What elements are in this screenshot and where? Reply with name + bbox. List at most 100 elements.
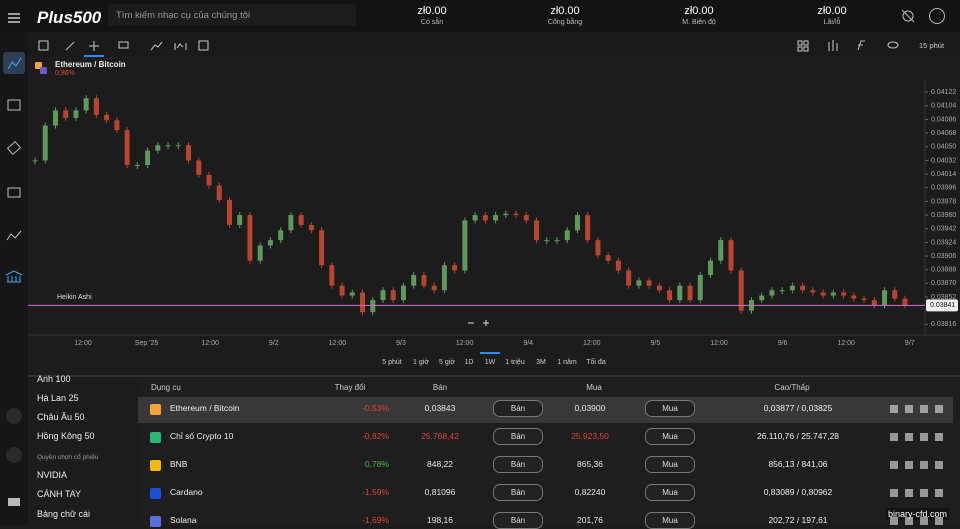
row-name[interactable]: Ethereum / Bitcoin bbox=[170, 403, 240, 413]
sell-button[interactable]: Bán bbox=[493, 484, 543, 501]
row-actions[interactable] bbox=[890, 517, 946, 525]
candle-body bbox=[544, 240, 550, 242]
row-name[interactable]: BNB bbox=[170, 459, 188, 469]
row-actions[interactable] bbox=[890, 405, 946, 413]
candle-body bbox=[400, 285, 406, 301]
timeframe[interactable]: 1D bbox=[464, 359, 474, 366]
stat-label: Lãi/lỗ bbox=[823, 19, 841, 26]
buy-button[interactable]: Mua bbox=[645, 484, 695, 501]
candle-body bbox=[708, 260, 714, 276]
buy-button[interactable]: Mua bbox=[645, 428, 695, 445]
candle-body bbox=[216, 185, 222, 200]
sell-button[interactable]: Bán bbox=[493, 428, 543, 445]
search-placeholder[interactable]: Tìm kiếm nhạc cụ của chúng tôi bbox=[116, 10, 251, 21]
timeframe[interactable]: Tối đa bbox=[586, 359, 606, 366]
timeframe[interactable]: 1W bbox=[484, 359, 496, 366]
candle-body bbox=[257, 245, 263, 261]
table-header: Dụng cụ bbox=[151, 383, 181, 392]
row-change: -0,53% bbox=[362, 403, 389, 413]
candle-body bbox=[226, 199, 232, 225]
row-high-low: 26.110,76 / 25.747,28 bbox=[756, 431, 840, 441]
sidebar-item[interactable]: Châu Âu 50 bbox=[37, 412, 85, 422]
candle-body bbox=[656, 285, 662, 291]
interval[interactable]: 15 phút bbox=[919, 41, 945, 50]
search-box[interactable] bbox=[108, 4, 356, 26]
sidebar-item[interactable]: NVIDIA bbox=[37, 470, 68, 480]
row-sell: 198,16 bbox=[427, 515, 453, 525]
candle-body bbox=[42, 125, 48, 161]
candle-body bbox=[626, 270, 632, 286]
x-tick-label: Sep '25 bbox=[135, 340, 159, 347]
sidebar-item[interactable]: Anh 100 bbox=[37, 374, 71, 384]
candle-body bbox=[738, 270, 744, 311]
chart[interactable]: 0.04122 0.04104 0.04086 0.04068 0.04050 0.040… bbox=[28, 80, 960, 355]
selected-row bbox=[138, 397, 953, 423]
candle-body bbox=[472, 215, 478, 221]
indicator-label: Heikin Ashi bbox=[57, 294, 92, 301]
instrument-change: 0,86% bbox=[55, 70, 75, 77]
candle-body bbox=[646, 280, 652, 286]
x-tick-label: 12:00 bbox=[837, 340, 855, 347]
buy-button[interactable]: Mua bbox=[645, 512, 695, 529]
candle-body bbox=[779, 290, 785, 292]
y-tick-label: 0.03996 bbox=[931, 185, 956, 192]
candle-body bbox=[697, 275, 703, 301]
candle-body bbox=[564, 230, 570, 241]
candle-body bbox=[278, 230, 284, 241]
y-tick-label: 0.04032 bbox=[931, 157, 956, 164]
sidebar-item[interactable]: Hồng Kông 50 bbox=[37, 431, 95, 441]
sidebar-item[interactable]: Bảng chữ cái bbox=[37, 509, 91, 519]
zoom-buttons[interactable] bbox=[460, 316, 500, 330]
logo[interactable]: Plus500 bbox=[37, 8, 102, 27]
sell-button[interactable]: Bán bbox=[493, 512, 543, 529]
row-high-low: 856,13 / 841,06 bbox=[768, 459, 828, 469]
sidebar-item[interactable]: Hà Lan 25 bbox=[37, 393, 79, 403]
header-icons bbox=[0, 8, 960, 74]
row-name[interactable]: Cardano bbox=[170, 487, 203, 497]
stat-label: Có sẵn bbox=[420, 19, 444, 26]
candle-body bbox=[892, 290, 898, 299]
x-tick-label: 9/5 bbox=[651, 340, 661, 347]
candle-body bbox=[73, 110, 79, 118]
candle-body bbox=[636, 280, 642, 286]
row-high-low: 0,83089 / 0,80962 bbox=[763, 487, 833, 497]
timeframe[interactable]: 3M bbox=[536, 359, 546, 366]
row-actions[interactable] bbox=[890, 433, 946, 441]
row-actions[interactable] bbox=[890, 461, 946, 469]
x-tick-label: 12:00 bbox=[456, 340, 474, 347]
x-tick-label: 12:00 bbox=[201, 340, 219, 347]
timeframe[interactable]: 5 giờ bbox=[439, 359, 455, 366]
candle-body bbox=[728, 240, 734, 271]
y-tick-label: 0.03924 bbox=[931, 239, 956, 246]
candle-body bbox=[789, 285, 795, 291]
stat-value: zł0.00 bbox=[684, 5, 714, 17]
candle-body bbox=[534, 220, 540, 241]
row-sell: 25.768,42 bbox=[421, 431, 459, 441]
timeframe[interactable]: 1 giờ bbox=[413, 359, 429, 366]
row-sell: 0,81096 bbox=[424, 487, 456, 497]
row-name[interactable]: Solana bbox=[170, 515, 197, 525]
candle-body bbox=[52, 110, 58, 126]
candle-body bbox=[769, 290, 775, 296]
buy-button[interactable]: Mua bbox=[645, 456, 695, 473]
y-tick-label: 0.04122 bbox=[931, 89, 956, 96]
price-tag bbox=[926, 299, 958, 312]
candle-body bbox=[360, 292, 366, 313]
timeframe[interactable]: 1 năm bbox=[557, 359, 577, 366]
candle-body bbox=[134, 165, 140, 166]
table-header: Cao/Thấp bbox=[774, 383, 810, 392]
x-tick-label: 9/6 bbox=[778, 340, 788, 347]
timeframe[interactable]: 5 phút bbox=[382, 359, 402, 366]
sell-button[interactable]: Bán bbox=[493, 400, 543, 417]
buy-button[interactable]: Mua bbox=[645, 400, 695, 417]
candle-body bbox=[861, 298, 867, 301]
candle-body bbox=[308, 224, 314, 231]
row-change: -0,82% bbox=[362, 431, 389, 441]
sell-button[interactable]: Bán bbox=[493, 456, 543, 473]
sidebar-item[interactable]: CÁNH TAY bbox=[37, 489, 82, 499]
timeframe[interactable]: 1 triệu bbox=[505, 359, 525, 366]
row-name[interactable]: Chỉ số Crypto 10 bbox=[170, 431, 234, 441]
y-tick-label: 0.03870 bbox=[931, 280, 956, 287]
row-actions[interactable] bbox=[890, 489, 946, 497]
